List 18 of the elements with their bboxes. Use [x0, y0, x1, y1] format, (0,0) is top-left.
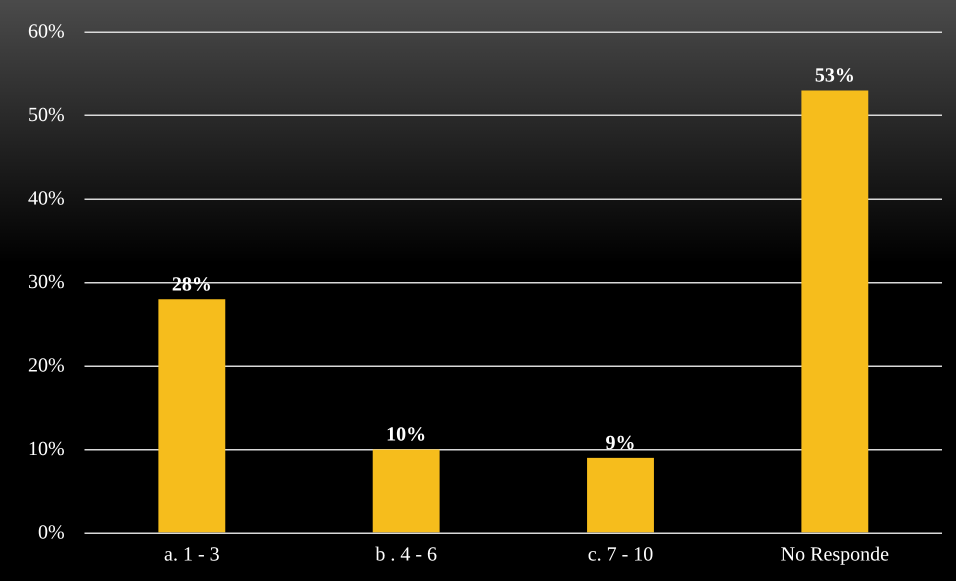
bar — [372, 450, 440, 532]
bar — [587, 458, 654, 532]
y-tick-label: 0% — [38, 521, 65, 544]
x-tick-label: c. 7 - 10 — [588, 543, 654, 566]
data-label: 9% — [606, 432, 636, 454]
data-label: 53% — [814, 64, 855, 87]
bar — [801, 90, 868, 532]
y-tick-label: 10% — [28, 438, 65, 460]
bar — [158, 299, 226, 532]
y-tick-label: 30% — [28, 270, 65, 293]
y-tick-label: 40% — [28, 187, 65, 210]
x-tick-label: b . 4 - 6 — [375, 543, 437, 566]
y-tick-label: 20% — [28, 354, 65, 376]
x-tick-label: a. 1 - 3 — [164, 543, 220, 566]
x-tick-label: No Responde — [780, 543, 890, 566]
y-tick-label: 60% — [28, 20, 65, 42]
y-tick-label: 50% — [28, 104, 65, 126]
data-label: 10% — [386, 424, 426, 446]
